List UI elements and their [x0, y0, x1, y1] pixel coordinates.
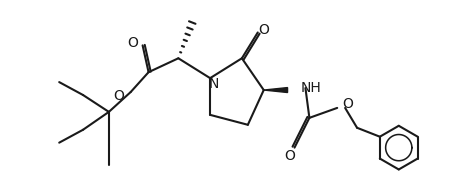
Text: O: O	[284, 149, 295, 163]
Text: O: O	[127, 36, 138, 50]
Text: O: O	[342, 97, 353, 111]
Text: O: O	[113, 89, 124, 103]
Text: NH: NH	[300, 81, 321, 95]
Polygon shape	[264, 88, 288, 92]
Text: O: O	[258, 24, 269, 37]
Text: N: N	[209, 77, 219, 91]
